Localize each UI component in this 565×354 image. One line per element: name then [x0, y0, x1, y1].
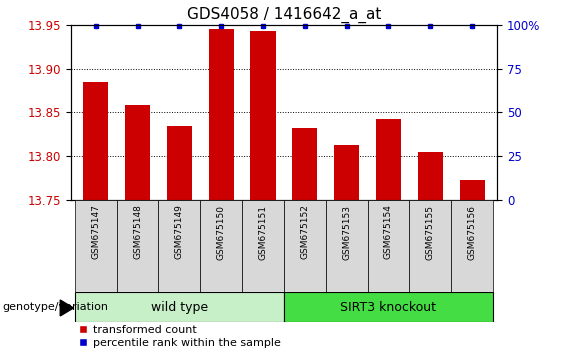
Text: GSM675147: GSM675147	[91, 205, 100, 259]
Title: GDS4058 / 1416642_a_at: GDS4058 / 1416642_a_at	[186, 7, 381, 23]
Bar	[451, 200, 493, 292]
Text: GSM675149: GSM675149	[175, 205, 184, 259]
Bar	[292, 128, 318, 200]
Text: GSM675156: GSM675156	[468, 205, 477, 259]
Bar	[334, 145, 359, 200]
Bar	[167, 126, 192, 200]
Bar	[75, 200, 116, 292]
Legend: transformed count, percentile rank within the sample: transformed count, percentile rank withi…	[79, 325, 281, 348]
Text: wild type: wild type	[151, 301, 208, 314]
Bar	[284, 200, 326, 292]
Polygon shape	[60, 300, 73, 316]
Text: GSM675151: GSM675151	[259, 205, 267, 259]
Bar	[200, 200, 242, 292]
Bar	[75, 292, 284, 322]
Bar	[250, 31, 276, 200]
Bar	[418, 152, 443, 200]
Text: GSM675150: GSM675150	[217, 205, 225, 259]
Text: SIRT3 knockout: SIRT3 knockout	[341, 301, 437, 314]
Bar	[284, 292, 493, 322]
Bar	[326, 200, 368, 292]
Bar	[116, 200, 158, 292]
Bar	[242, 200, 284, 292]
Text: GSM675152: GSM675152	[301, 205, 309, 259]
Text: GSM675148: GSM675148	[133, 205, 142, 259]
Bar	[83, 82, 108, 200]
Bar	[376, 119, 401, 200]
Bar	[368, 200, 410, 292]
Text: genotype/variation: genotype/variation	[3, 302, 109, 312]
Text: GSM675154: GSM675154	[384, 205, 393, 259]
Text: GSM675153: GSM675153	[342, 205, 351, 259]
Bar	[208, 29, 234, 200]
Bar	[410, 200, 451, 292]
Bar	[158, 200, 200, 292]
Bar	[125, 105, 150, 200]
Bar	[459, 180, 485, 200]
Text: GSM675155: GSM675155	[426, 205, 435, 259]
